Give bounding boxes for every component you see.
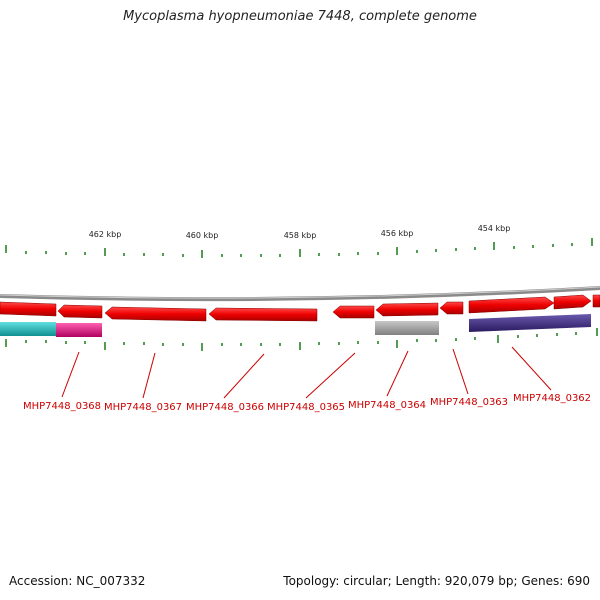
gene-label[interactable]: MHP7448_0365 xyxy=(267,402,345,413)
gene-arrow[interactable] xyxy=(375,302,439,317)
feature-bar-cyan[interactable] xyxy=(0,322,56,336)
gene-arrow[interactable] xyxy=(0,301,57,317)
feature-bar-gray[interactable] xyxy=(375,321,439,335)
genome-summary-label: Topology: circular; Length: 920,079 bp; … xyxy=(283,574,590,588)
gene-arrow[interactable] xyxy=(592,294,600,308)
genome-backbone-highlight xyxy=(0,286,600,299)
gene-label[interactable]: MHP7448_0366 xyxy=(186,402,264,413)
leader-line xyxy=(511,346,552,391)
gene-label[interactable]: MHP7448_0367 xyxy=(104,402,182,413)
lower-tick-marks xyxy=(5,328,598,351)
accession-label: Accession: NC_007332 xyxy=(9,574,146,588)
leader-line xyxy=(452,348,469,395)
gene-arrow[interactable] xyxy=(439,301,464,315)
genome-title: Mycoplasma hyopneumoniae 7448, complete … xyxy=(123,9,477,24)
gene-arrow[interactable] xyxy=(57,304,103,319)
gene-arrow[interactable] xyxy=(332,305,375,319)
leader-line xyxy=(223,353,265,399)
feature-bar-magenta[interactable] xyxy=(56,323,102,337)
scale-label: 460 kbp xyxy=(186,231,219,240)
leader-line xyxy=(386,350,409,397)
genome-backbone-arc xyxy=(0,286,600,302)
leader-line xyxy=(61,351,80,398)
gene-arrow[interactable] xyxy=(553,294,592,310)
scale-label: 456 kbp xyxy=(381,229,414,238)
gene-arrow[interactable] xyxy=(468,296,555,314)
gene-label[interactable]: MHP7448_0364 xyxy=(348,400,426,411)
upper-tick-marks xyxy=(5,238,593,258)
gene-arrow[interactable] xyxy=(104,306,207,322)
leader-line xyxy=(305,352,356,399)
scale-label: 454 kbp xyxy=(478,224,511,233)
gene-label[interactable]: MHP7448_0362 xyxy=(513,393,591,404)
scale-label: 462 kbp xyxy=(89,230,122,239)
gene-arrow[interactable] xyxy=(208,307,318,322)
feature-bar-purple[interactable] xyxy=(469,314,591,332)
leader-line xyxy=(142,352,156,399)
scale-label: 458 kbp xyxy=(284,231,317,240)
gene-label[interactable]: MHP7448_0368 xyxy=(23,401,101,412)
gene-label[interactable]: MHP7448_0363 xyxy=(430,397,508,408)
